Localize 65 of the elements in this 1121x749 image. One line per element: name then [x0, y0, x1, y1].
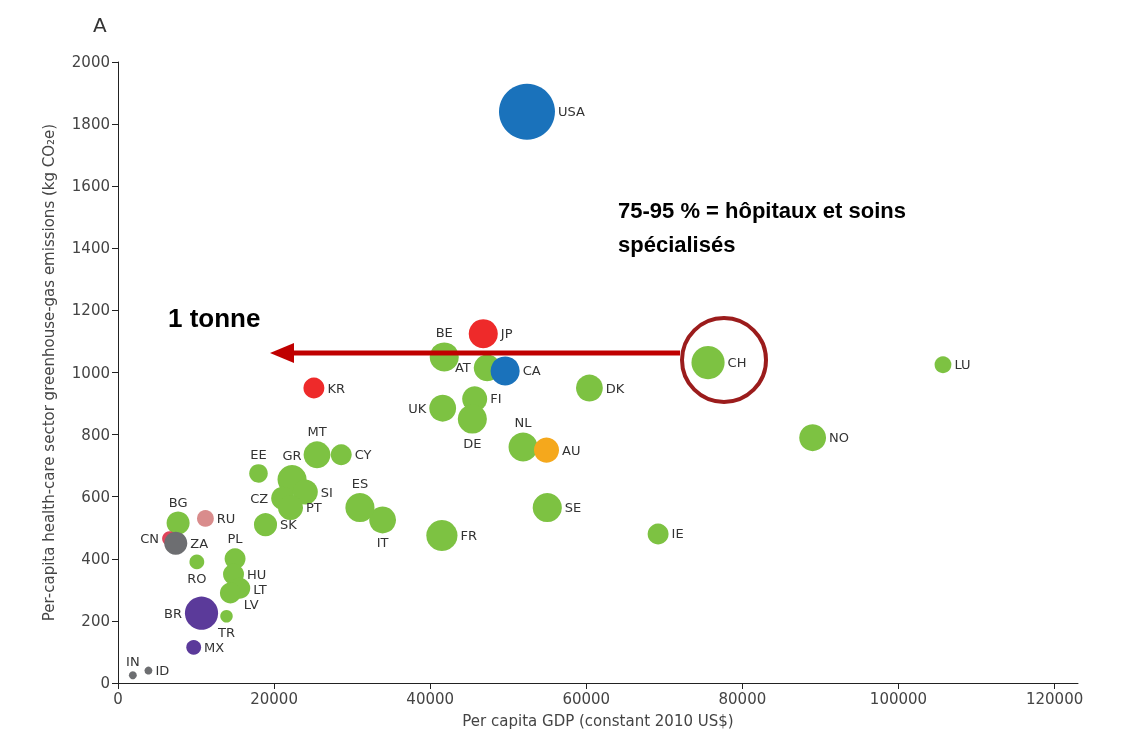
- chart-title: A: [93, 13, 107, 37]
- x-tick-label: 100000: [869, 689, 928, 708]
- series-label: RO: [187, 571, 207, 587]
- series-label: PT: [306, 500, 322, 516]
- y-tick-label: 600: [81, 487, 110, 506]
- series-label: LT: [253, 581, 267, 597]
- annotation: 1 tonne: [168, 303, 261, 334]
- series-label: IT: [376, 535, 389, 551]
- annotation: 75-95 % = hôpitaux et soins spécialisés: [618, 197, 913, 257]
- series-label: SK: [280, 517, 298, 533]
- series-label: UK: [408, 400, 427, 416]
- y-tick-label: 1600: [71, 177, 110, 196]
- series-label: EE: [250, 447, 267, 463]
- series-label: CZ: [250, 490, 269, 506]
- y-tick-label: 400: [81, 549, 110, 568]
- series-label: ID: [155, 663, 170, 679]
- series-label: LU: [954, 357, 971, 373]
- series-label: DE: [463, 435, 482, 451]
- series-label: NO: [829, 430, 850, 446]
- series-label: BE: [435, 325, 453, 341]
- y-tick-label: 200: [81, 611, 110, 630]
- x-tick-label: 20000: [250, 689, 298, 708]
- series-label: ES: [351, 476, 369, 492]
- x-tick-label: 0: [113, 689, 123, 708]
- series-label: MX: [204, 639, 225, 655]
- series-label: FR: [460, 528, 478, 544]
- series-label: IN: [126, 654, 140, 670]
- series-label: IE: [671, 526, 684, 542]
- series-label: SE: [564, 500, 582, 516]
- series-label: ZA: [190, 535, 209, 551]
- y-tick-label: 800: [81, 425, 110, 444]
- series-label: CH: [727, 355, 747, 371]
- y-tick-label: 0: [100, 674, 110, 692]
- x-tick-label: 60000: [562, 689, 611, 708]
- x-tick-label: 120000: [1025, 689, 1084, 708]
- y-tick-label: 2000: [71, 53, 110, 71]
- series-label: BR: [163, 605, 182, 621]
- series-label: CA: [522, 363, 541, 379]
- y-tick-label: 1400: [71, 239, 110, 258]
- x-tick-label: 80000: [718, 689, 767, 708]
- series-label: SI: [320, 484, 333, 500]
- series-label: AU: [562, 442, 581, 458]
- y-tick-label: 1000: [71, 363, 110, 382]
- series-label: TR: [217, 624, 235, 640]
- series-label: PL: [227, 531, 244, 547]
- series-label: DK: [605, 380, 625, 396]
- y-tick-label: 1200: [71, 301, 110, 320]
- series-label: FI: [490, 391, 502, 407]
- series-label: MT: [307, 424, 327, 440]
- series-label: HU: [246, 566, 267, 582]
- series-label: JP: [499, 326, 513, 342]
- series-label: LV: [243, 597, 259, 613]
- y-tick-label: 1800: [71, 115, 110, 134]
- series-label: AT: [454, 360, 471, 376]
- series-label: KR: [327, 380, 345, 396]
- x-tick-label: 40000: [406, 689, 455, 708]
- series-label: CY: [354, 447, 372, 463]
- series-label: CN: [140, 531, 160, 547]
- series-label: USA: [557, 104, 585, 120]
- series-label: NL: [514, 415, 533, 431]
- x-axis-title: Per capita GDP (constant 2010 US$): [462, 711, 734, 730]
- series-label: GR: [282, 448, 302, 464]
- series-label: RU: [216, 510, 236, 526]
- series-label: BG: [168, 494, 188, 510]
- y-axis-title: Per-capita health-care sector greenhouse-gas emissions (kg CO₂e): [39, 123, 58, 622]
